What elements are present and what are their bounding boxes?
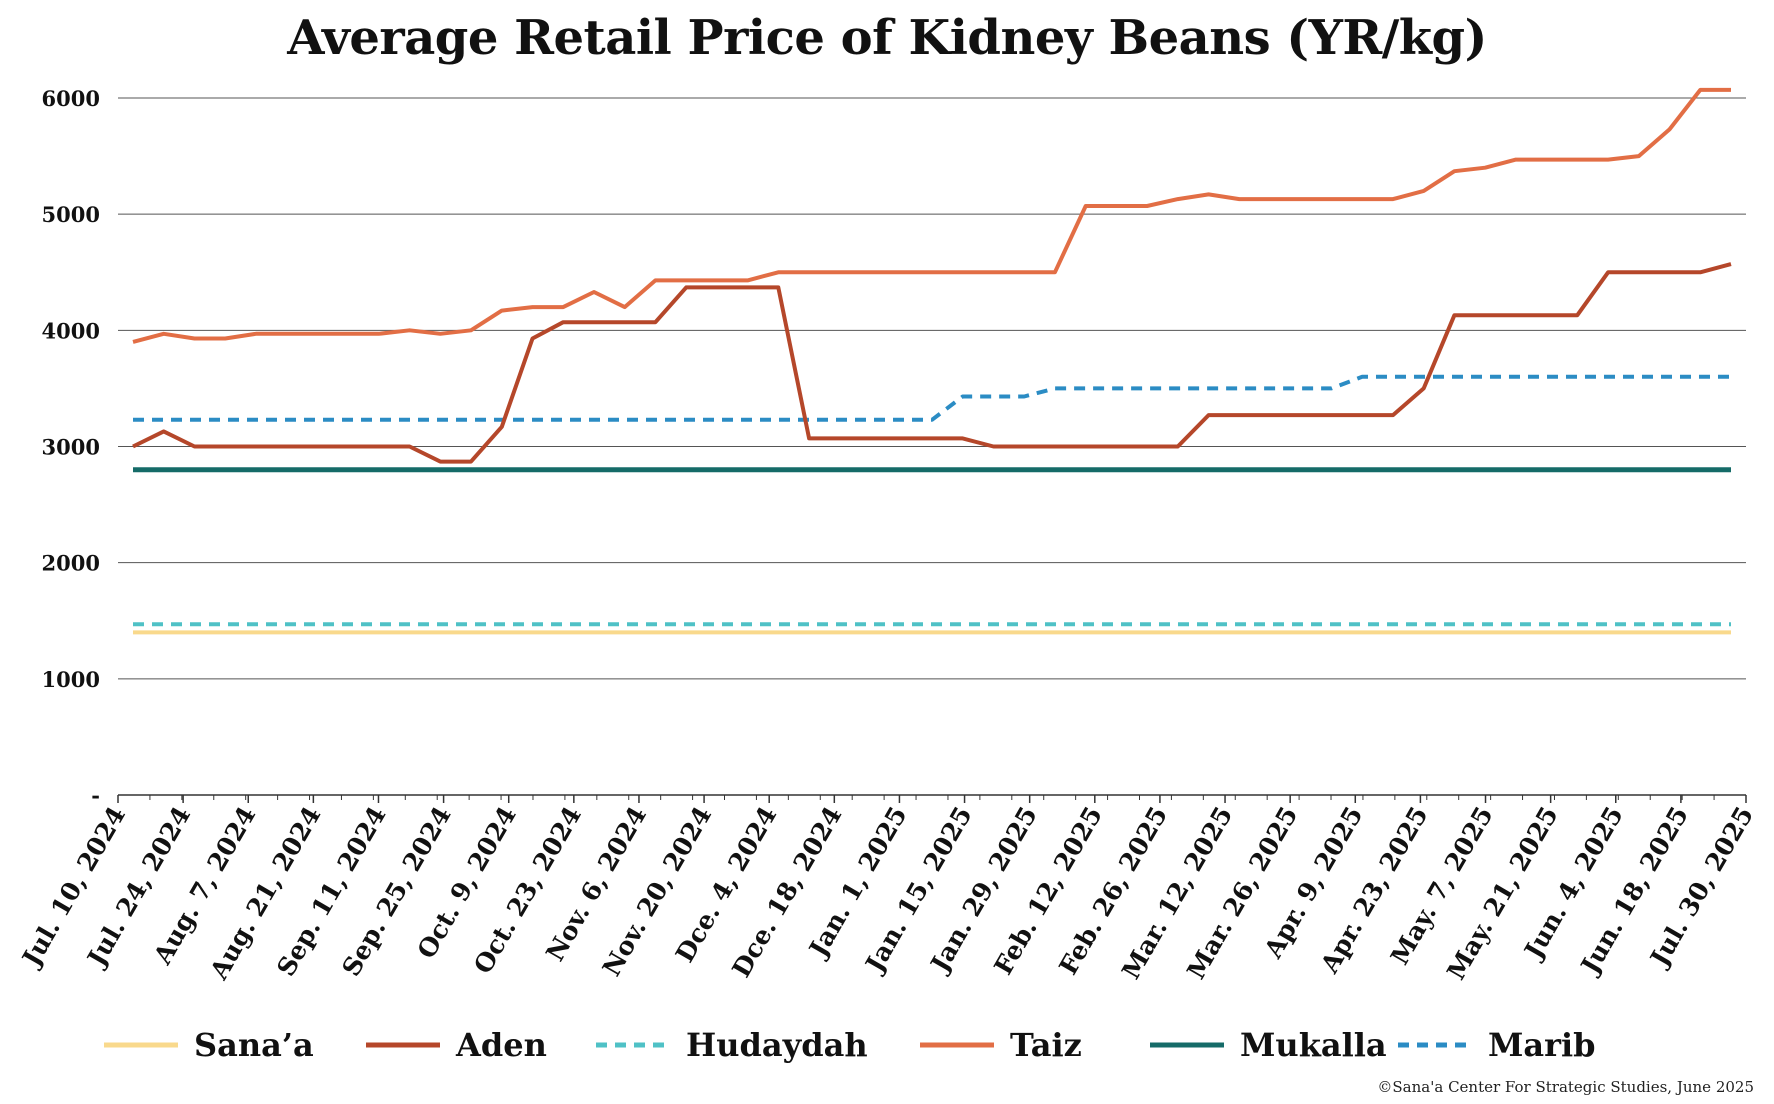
series-line-marib [133,374,1731,422]
y-tick-label-6: 6000 [42,86,100,111]
y-tick-label-1: 1000 [42,667,100,692]
series-line-aden [132,262,1732,464]
y-tick-label-4: 4000 [42,318,100,343]
y-tick-label-5: 5000 [42,202,100,227]
legend-label-5: Marib [1488,1026,1596,1064]
legend-label-2: Hudaydah [686,1026,868,1064]
y-tick-label-2: 2000 [42,551,100,576]
legend-label-4: Mukalla [1240,1026,1387,1064]
y-tick-label-3: 3000 [42,435,100,460]
chart-title: Average Retail Price of Kidney Beans (YR… [287,10,1487,66]
y-tick-label-0: - [91,783,100,808]
series-line-taiz [132,87,1731,344]
legend-label-3: Taiz [1010,1026,1082,1064]
legend-label-0: Sana’a [194,1026,314,1064]
legend-label-1: Aden [455,1026,547,1064]
copyright-credit: ©Sana'a Center For Strategic Studies, Ju… [1377,1078,1754,1096]
